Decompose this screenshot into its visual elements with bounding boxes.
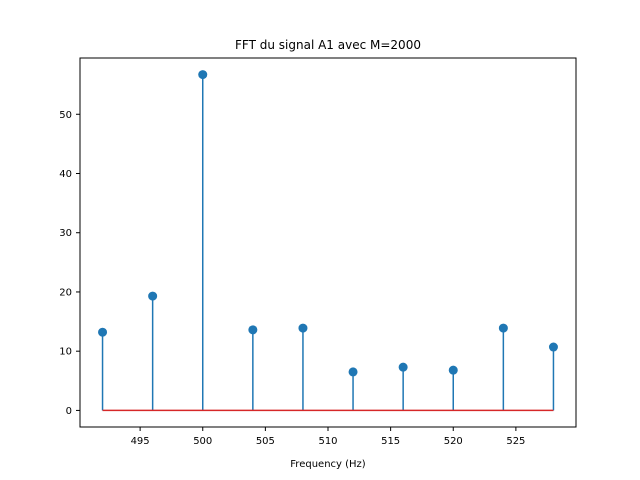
x-axis-ticks: 495 500 505 510 515 520 525 (131, 427, 525, 447)
x-tick-label: 495 (131, 436, 150, 447)
x-tick-label: 510 (318, 436, 337, 447)
y-tick-label: 40 (59, 169, 72, 180)
stem-marker (348, 367, 358, 377)
stem-marker (548, 342, 558, 352)
markers (98, 70, 558, 377)
y-tick-label: 30 (59, 228, 72, 239)
x-tick-label: 515 (381, 436, 400, 447)
x-tick-label: 520 (444, 436, 463, 447)
stem-marker (98, 327, 108, 337)
x-tick-label: 500 (193, 436, 212, 447)
y-tick-label: 0 (66, 406, 72, 417)
stem-marker (498, 323, 508, 333)
x-tick-label: 505 (256, 436, 275, 447)
stem-marker (148, 291, 158, 301)
y-tick-label: 20 (59, 287, 72, 298)
y-tick-label: 10 (59, 347, 72, 358)
y-tick-label: 50 (59, 110, 72, 121)
stem-marker (398, 362, 408, 372)
stem-marker (248, 325, 258, 335)
stem-marker (448, 365, 458, 375)
x-axis-label: Frequency (Hz) (290, 459, 366, 470)
stems (101, 74, 555, 411)
y-axis-ticks: 0 10 20 30 40 50 (59, 110, 80, 417)
x-tick-label: 525 (506, 436, 525, 447)
chart-title: FFT du signal A1 avec M=2000 (235, 38, 421, 52)
stem-marker (198, 70, 208, 80)
stem-marker (298, 323, 308, 333)
